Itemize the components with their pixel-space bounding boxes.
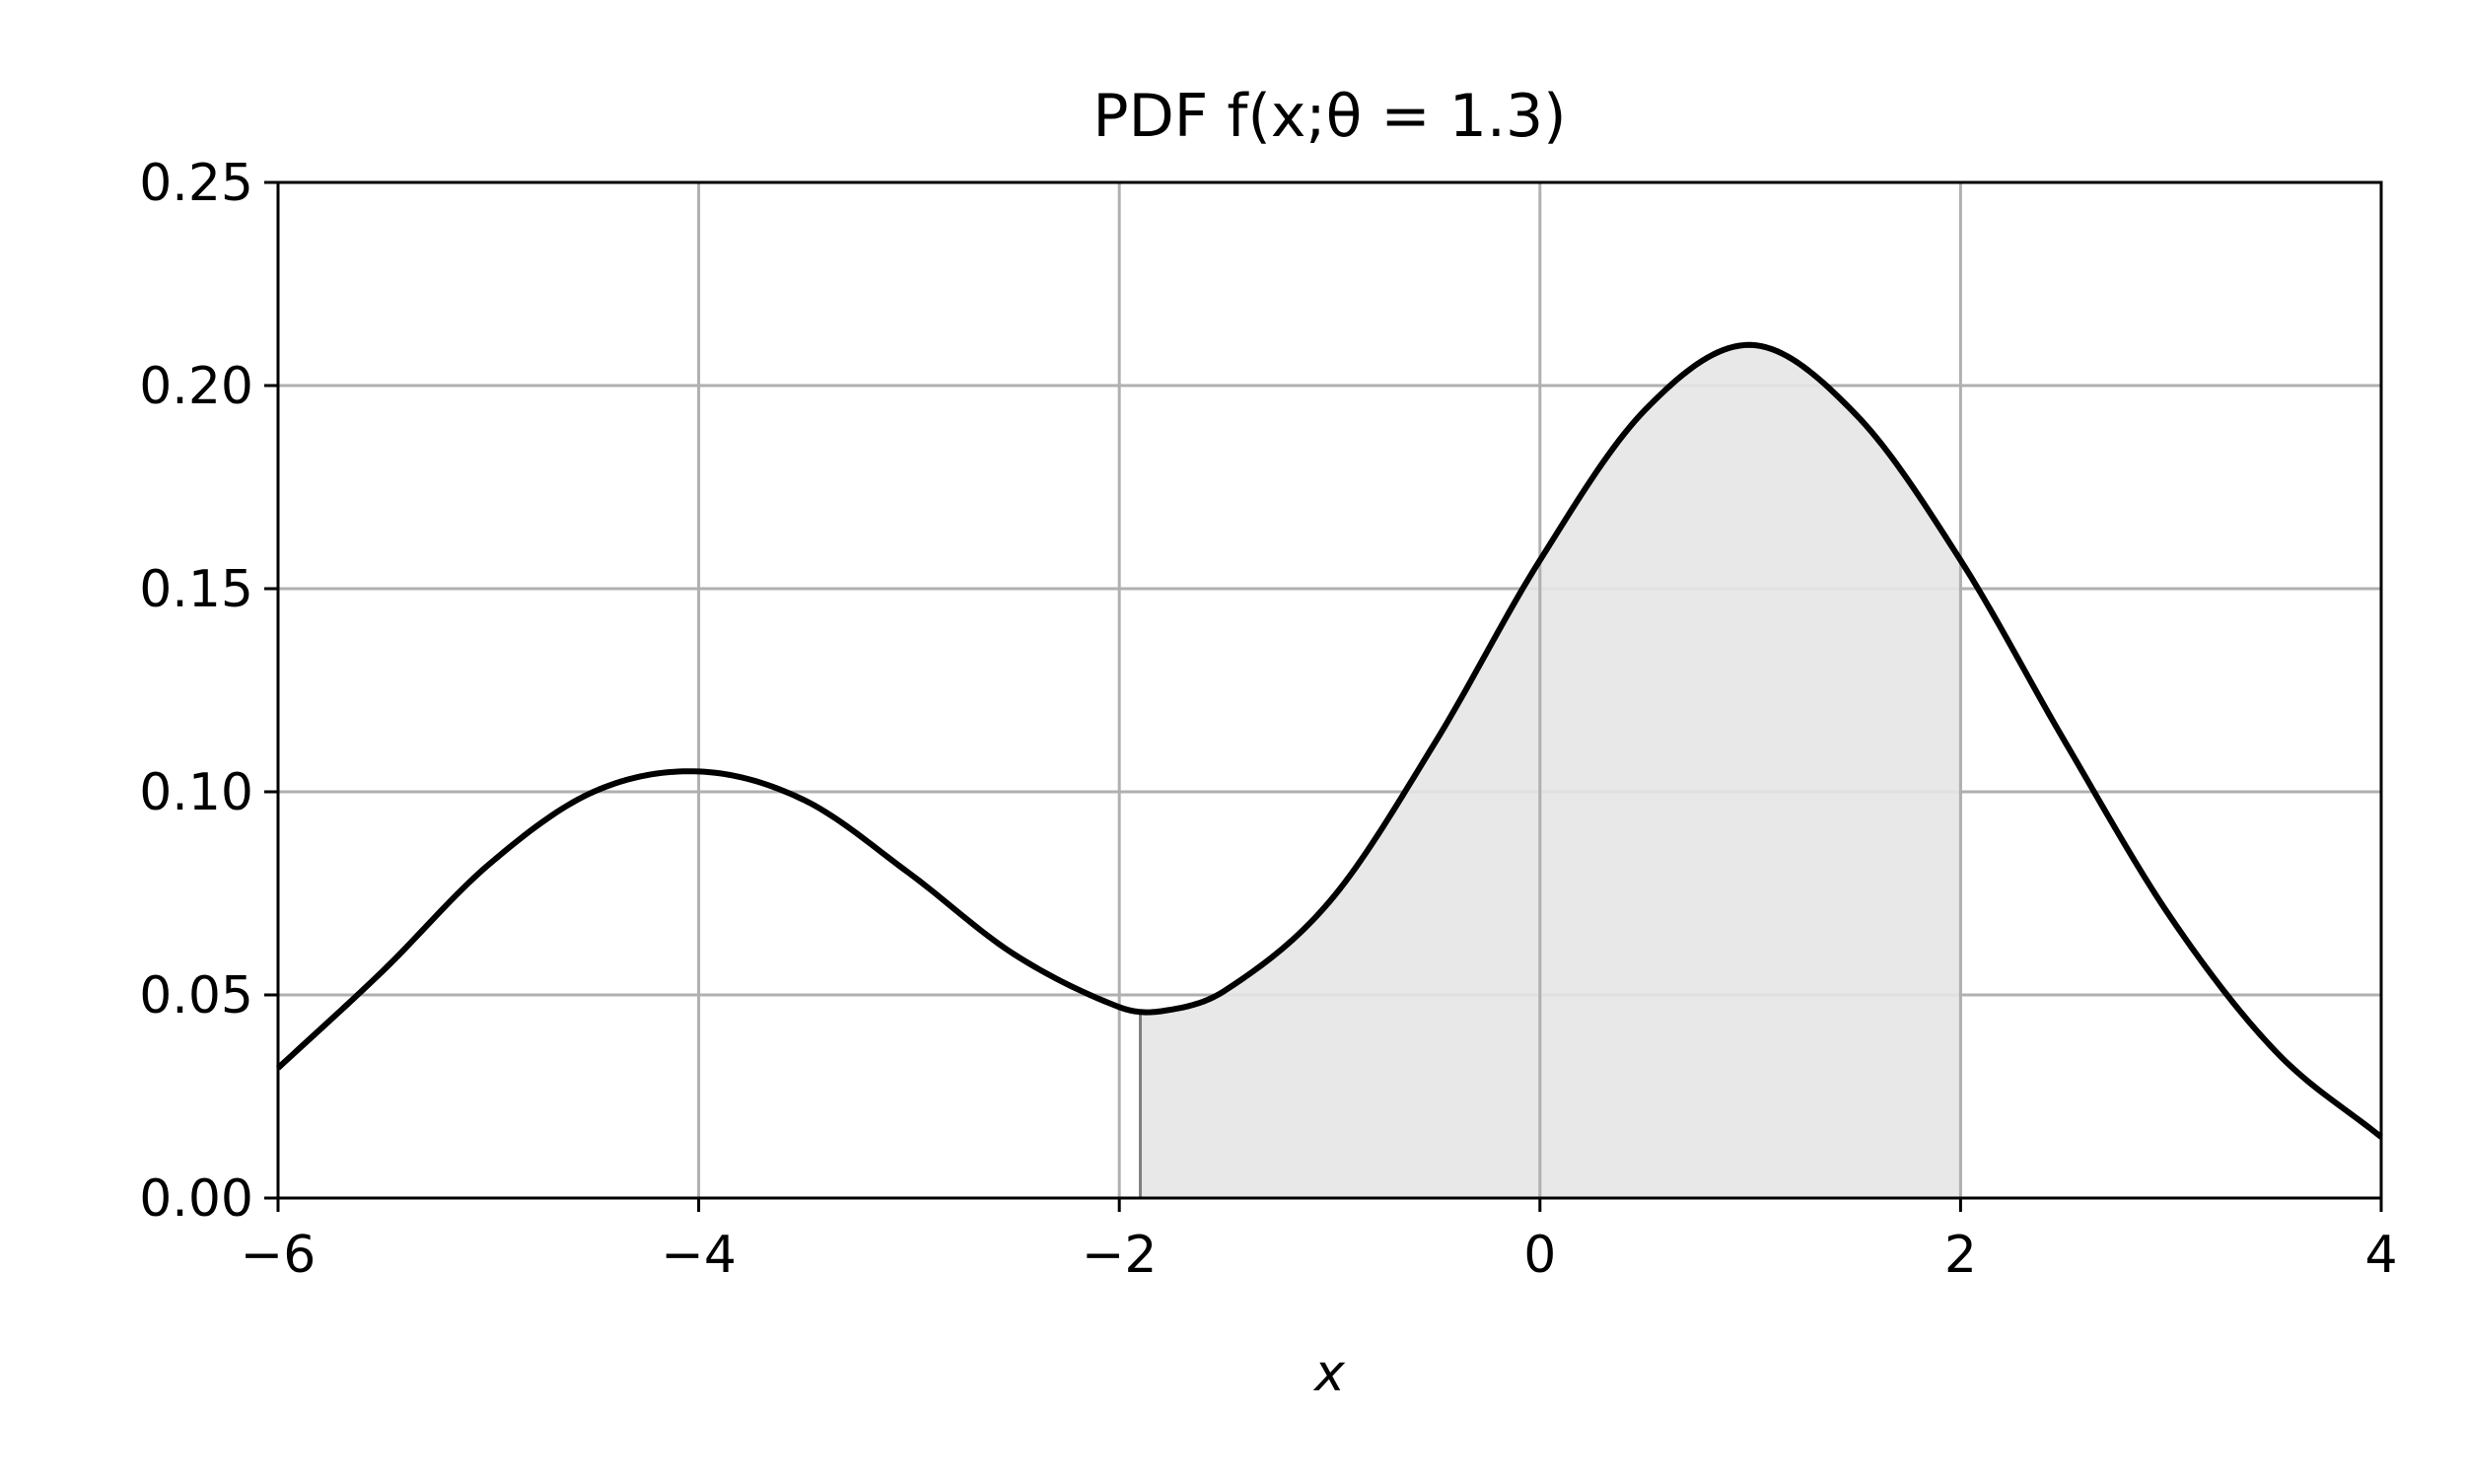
shaded-area	[1140, 344, 1961, 1198]
x-tick-label: −4	[661, 1226, 737, 1285]
y-tick-label: 0.05	[139, 966, 253, 1025]
y-tick-label: 0.10	[139, 763, 253, 822]
y-tick-label: 0.15	[139, 560, 253, 619]
x-axis-label: x	[1312, 1344, 1346, 1403]
pdf-curve	[275, 341, 2383, 1140]
y-tick-label: 0.20	[139, 357, 253, 416]
x-tick-label: 4	[2364, 1226, 2397, 1285]
y-tick-label: 0.00	[139, 1169, 253, 1229]
chart-title: PDF f(x;θ = 1.3)	[1092, 82, 1566, 151]
x-tick-label: 2	[1944, 1226, 1977, 1285]
x-tick-label: −2	[1082, 1226, 1158, 1285]
x-tick-label: −6	[241, 1226, 317, 1285]
plot-frame	[276, 180, 2383, 1200]
x-tick-label: 0	[1523, 1226, 1556, 1285]
y-tick-label: 0.25	[139, 154, 253, 213]
